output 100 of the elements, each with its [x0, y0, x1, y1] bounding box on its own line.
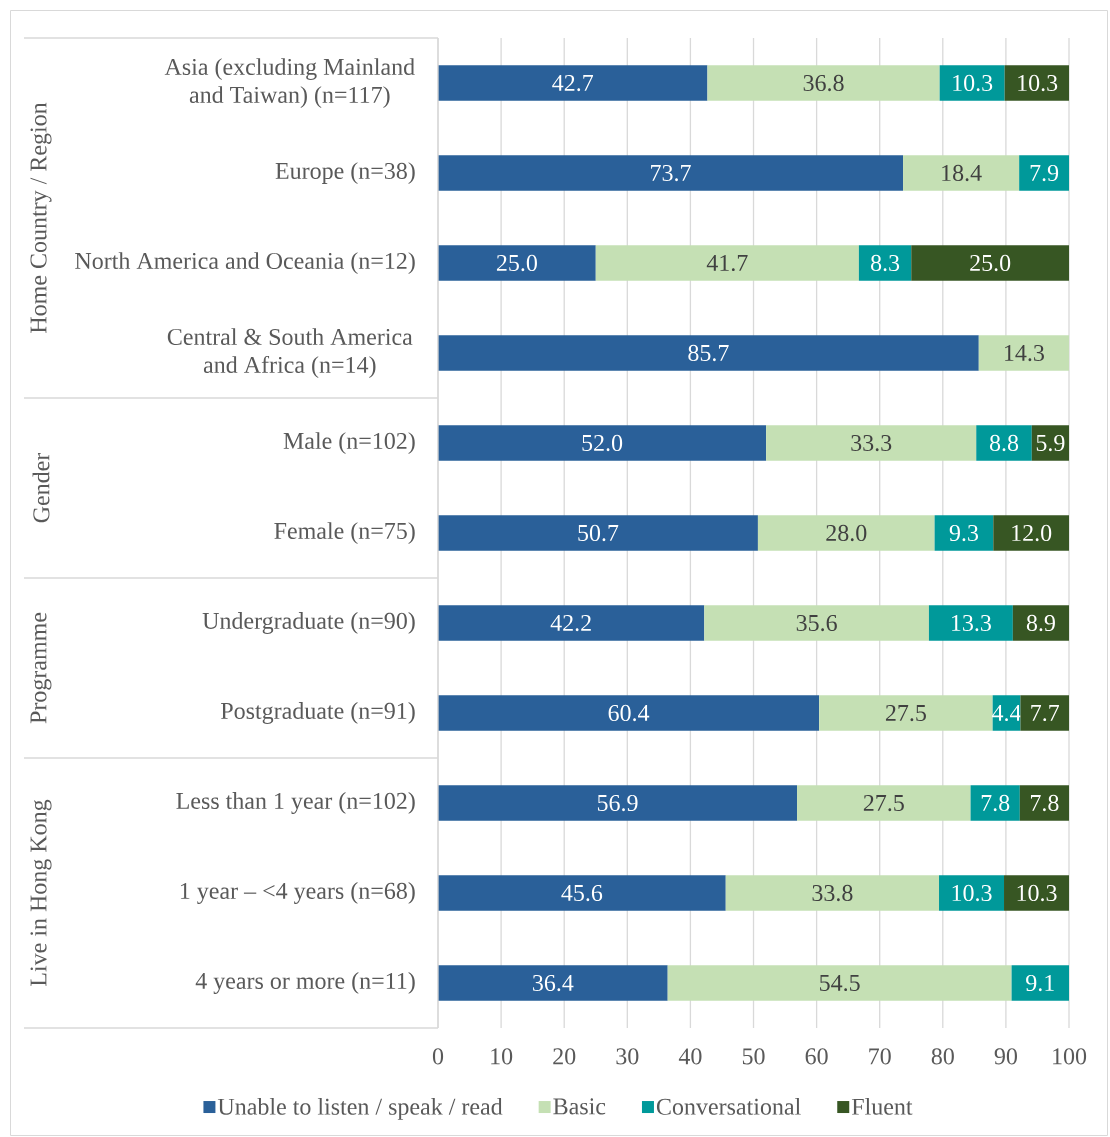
x-tick-label: 50 [742, 1048, 765, 1065]
x-tick-label: 30 [616, 1048, 639, 1065]
x-tick-label: 60 [805, 1048, 828, 1065]
data-label: 10.3 [952, 884, 992, 902]
data-label: 42.2 [550, 614, 591, 632]
x-tick-label: 80 [931, 1048, 954, 1065]
bar [438, 605, 705, 641]
bar [704, 605, 929, 641]
data-label: 45.6 [561, 884, 603, 902]
bar [438, 875, 726, 911]
bar [667, 965, 1012, 1001]
bar [438, 965, 668, 1001]
y-tick-label: Male (n=102) [283, 432, 415, 454]
bar [438, 425, 767, 461]
bar [1031, 425, 1070, 461]
bar [934, 515, 994, 551]
bar [438, 515, 758, 551]
bar [1011, 965, 1070, 1001]
bar [993, 515, 1070, 551]
bar [438, 155, 904, 191]
y-tick-label: Postgraduate (n=91) [220, 702, 415, 724]
text: Gender [32, 452, 50, 523]
bar [438, 65, 708, 101]
bar [976, 425, 1032, 461]
bar [757, 515, 935, 551]
bar [595, 245, 859, 281]
data-label: 7.7 [1031, 704, 1060, 722]
x-tick-label: 70 [869, 1048, 891, 1065]
x-tick-label: 40 [678, 1048, 702, 1065]
bar [438, 695, 820, 731]
legend-label: Basic [553, 1098, 606, 1115]
x-tick-label: 0 [432, 1048, 444, 1065]
data-label: 18.4 [942, 164, 982, 182]
bar [911, 245, 1070, 281]
bar [858, 245, 912, 281]
bar [939, 875, 1005, 911]
x-tick-label: 10 [491, 1048, 513, 1065]
bar [1019, 155, 1070, 191]
y-tick-label: Central & South America and Africa (n=14) [167, 328, 413, 378]
legend-label: Fluent [851, 1097, 913, 1115]
bar [725, 875, 940, 911]
data-label: 73.7 [651, 164, 691, 182]
data-label: 52.0 [582, 434, 623, 452]
bar [928, 605, 1013, 641]
y-tick-label: Female (n=75) [274, 522, 415, 544]
y-tick-label: 1 year – <4 years (n=68) [180, 882, 415, 904]
bar [1012, 605, 1070, 641]
data-label: 25.0 [496, 254, 537, 272]
data-label: 36.4 [533, 974, 574, 992]
data-label: 33.8 [812, 884, 853, 902]
data-label: 14.3 [1005, 344, 1044, 362]
bar [797, 785, 971, 821]
data-label: 27.5 [863, 794, 904, 812]
bar [939, 65, 1005, 101]
data-label: 56.9 [597, 794, 638, 812]
data-label: 85.7 [688, 344, 729, 362]
data-label: 7.9 [1030, 164, 1059, 182]
text: Home Country / Region [30, 102, 52, 333]
y-tick-label: 4 years or more (n=11) [195, 972, 415, 994]
data-label: 27.5 [885, 704, 926, 722]
bar [438, 245, 596, 281]
data-label: 8.8 [989, 434, 1019, 452]
x-tick-label: 100 [1053, 1048, 1087, 1065]
legend-label: Unable to listen / speak / read [217, 1097, 503, 1120]
data-label: 7.8 [1030, 794, 1059, 812]
data-label: 35.6 [796, 614, 837, 632]
data-label: 36.8 [803, 74, 844, 92]
bar [903, 155, 1020, 191]
data-label: 60.4 [608, 704, 650, 722]
data-label: 25.0 [970, 254, 1011, 272]
bar [1004, 65, 1070, 101]
bar [438, 335, 979, 371]
data-label: 9.1 [1026, 974, 1054, 992]
x-tick-label: 90 [994, 1048, 1017, 1065]
data-label: 54.5 [820, 974, 860, 992]
data-label: 41.7 [706, 254, 748, 272]
bar [1004, 875, 1070, 911]
data-label: 8.9 [1026, 614, 1055, 632]
bar [819, 695, 993, 731]
data-label: 10.3 [953, 74, 993, 92]
legend-label: Conversational [656, 1097, 801, 1115]
data-label: 10.3 [1017, 884, 1057, 902]
data-label: 42.7 [552, 74, 594, 92]
data-label: 13.3 [952, 614, 991, 632]
x-tick-label: 20 [553, 1048, 576, 1065]
data-label: 8.3 [870, 254, 900, 272]
data-label: 28.0 [826, 524, 867, 542]
bar [438, 785, 798, 821]
y-tick-label: Undergraduate (n=90) [202, 612, 415, 634]
data-label: 50.7 [578, 524, 619, 542]
text: Live in Hong Kong [30, 799, 52, 986]
bar [970, 785, 1020, 821]
data-label: 9.3 [949, 524, 979, 542]
data-label: 33.3 [851, 434, 892, 452]
data-label: 5.9 [1036, 434, 1065, 452]
y-tick-label: Asia (excluding Mainland and Taiwan) (n=117) [164, 58, 415, 108]
data-label: 10.3 [1018, 74, 1058, 92]
bar [1019, 785, 1070, 821]
bar [707, 65, 940, 101]
y-tick-label: North America and Oceania (n=12) [75, 252, 415, 274]
